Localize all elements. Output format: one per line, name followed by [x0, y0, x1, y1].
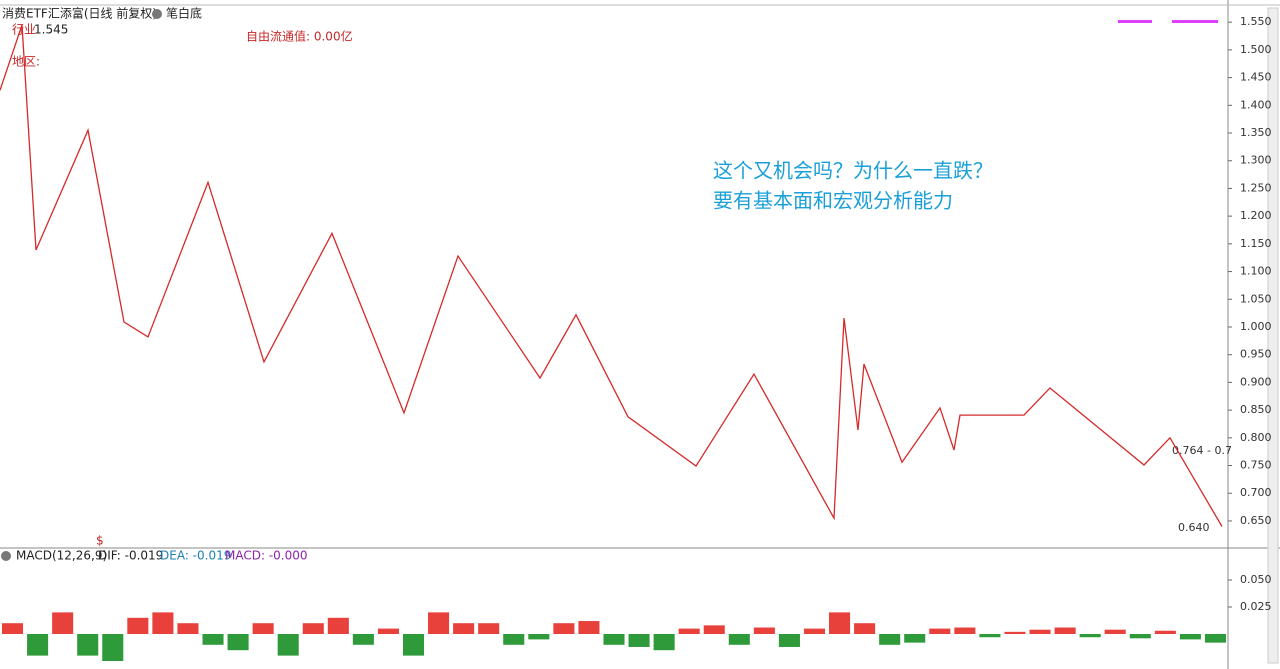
macd-bar — [177, 623, 199, 634]
macd-bar — [77, 633, 99, 656]
float-value: 自由流通值: 0.00亿 — [246, 29, 353, 44]
macd-bar — [879, 633, 901, 645]
macd-bar — [352, 633, 374, 645]
macd-bar — [854, 623, 876, 634]
macd-bar — [603, 633, 625, 645]
macd-bar — [478, 623, 500, 634]
macd-bar — [678, 628, 700, 634]
y-tick-label: 1.150 — [1240, 237, 1272, 250]
y-tick-label: 1.000 — [1240, 320, 1272, 333]
dropdown-icon[interactable] — [1, 551, 11, 561]
y-tick-label: 0.650 — [1240, 514, 1272, 527]
macd-bar — [979, 633, 1001, 638]
macd-bar — [377, 628, 399, 634]
y-tick-label: 0.750 — [1240, 459, 1272, 472]
y-tick-label: 0.950 — [1240, 348, 1272, 361]
toolbar-mark[interactable] — [1118, 20, 1152, 23]
macd-bar — [703, 625, 725, 634]
macd-bar — [453, 623, 475, 634]
y-tick-label: 0.850 — [1240, 403, 1272, 416]
macd-bar — [503, 633, 525, 645]
y-tick-label: 1.500 — [1240, 43, 1272, 56]
price-label: 0.640 — [1178, 521, 1210, 534]
macd-bar — [728, 633, 750, 645]
macd-bar — [904, 633, 926, 643]
industry-label: 行业 — [12, 23, 36, 37]
macd-bar — [1129, 633, 1151, 639]
dropdown-icon[interactable] — [152, 9, 162, 19]
chart-subtitle: 笔白底 — [166, 6, 202, 21]
macd-bar — [778, 633, 800, 647]
price-label: 0.764 - 0.7 — [1172, 444, 1232, 457]
price-line — [0, 24, 1223, 527]
macd-bar — [829, 612, 851, 634]
y-tick-label: 1.350 — [1240, 126, 1272, 139]
macd-bar — [27, 633, 49, 656]
macd-stat: MACD: -0.000 — [225, 549, 308, 563]
macd-bar — [327, 617, 349, 634]
signal-marker: $ — [96, 534, 104, 548]
macd-stat: DEA: -0.019 — [160, 549, 231, 563]
macd-bar — [653, 633, 675, 651]
macd-bar — [302, 623, 324, 634]
macd-title: MACD(12,26,9) — [16, 549, 107, 563]
macd-bar — [1204, 633, 1226, 643]
region-label: 地区: — [12, 55, 40, 69]
macd-bar — [528, 633, 550, 640]
y-tick-label: 1.300 — [1240, 154, 1272, 167]
comment-line: 要有基本面和宏观分析能力 — [713, 189, 953, 213]
macd-bar — [202, 633, 224, 645]
y-tick-label: 1.100 — [1240, 265, 1272, 278]
macd-bar — [1154, 630, 1176, 634]
macd-bar — [628, 633, 650, 647]
macd-bar — [428, 612, 450, 634]
macd-bar — [1029, 629, 1051, 634]
y-tick-label: 0.900 — [1240, 375, 1272, 388]
macd-stat: DIF: -0.019 — [98, 549, 163, 563]
macd-bar — [227, 633, 249, 651]
y-tick-label: 0.025 — [1240, 600, 1272, 613]
y-tick-label: 1.250 — [1240, 181, 1272, 194]
comment-line: 这个又机会吗？为什么一直跌？ — [713, 159, 993, 183]
macd-bar — [578, 621, 600, 634]
scrollbar[interactable] — [1267, 7, 1279, 664]
macd-bar — [553, 623, 575, 634]
macd-bar — [1104, 629, 1126, 634]
y-tick-label: 1.450 — [1240, 71, 1272, 84]
macd-bar — [1054, 627, 1076, 634]
macd-bar — [1079, 633, 1101, 638]
toolbar-mark[interactable] — [1172, 20, 1218, 23]
y-tick-label: 1.050 — [1240, 292, 1272, 305]
chart-title: 消费ETF汇添富(日线 前复权) — [2, 6, 157, 21]
macd-bar — [1179, 633, 1201, 640]
macd-bar — [803, 628, 826, 634]
macd-bar — [2, 623, 24, 634]
y-tick-label: 0.050 — [1240, 573, 1272, 586]
y-tick-label: 1.200 — [1240, 209, 1272, 222]
high-label: 1.545 — [34, 23, 68, 37]
macd-bar — [277, 633, 299, 656]
macd-bar — [753, 627, 775, 634]
y-tick-label: 1.400 — [1240, 98, 1272, 111]
macd-bar — [152, 612, 174, 634]
macd-bar — [52, 612, 74, 634]
macd-bar — [102, 633, 124, 662]
macd-bar — [1004, 631, 1026, 634]
macd-bar — [402, 633, 425, 656]
macd-bar — [252, 623, 274, 634]
y-tick-label: 1.550 — [1240, 15, 1272, 28]
macd-bar — [127, 617, 149, 634]
y-tick-label: 0.700 — [1240, 486, 1272, 499]
macd-bar — [929, 628, 951, 634]
macd-bar — [954, 627, 976, 634]
y-tick-label: 0.800 — [1240, 431, 1272, 444]
